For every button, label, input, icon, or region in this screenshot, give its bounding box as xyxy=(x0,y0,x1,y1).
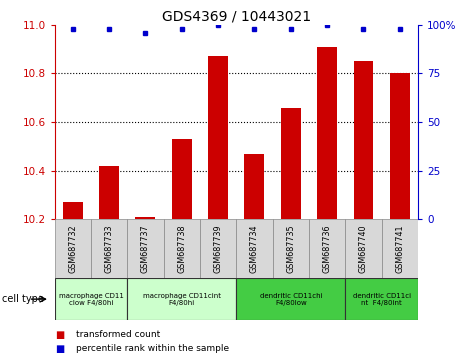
Text: percentile rank within the sample: percentile rank within the sample xyxy=(76,344,229,353)
Bar xyxy=(127,219,163,278)
Bar xyxy=(273,219,309,278)
Text: cell type: cell type xyxy=(2,294,44,304)
Bar xyxy=(55,278,127,320)
Bar xyxy=(281,108,301,219)
Bar xyxy=(353,61,373,219)
Text: dendritic CD11chi
F4/80low: dendritic CD11chi F4/80low xyxy=(259,293,322,306)
Bar xyxy=(135,217,155,219)
Text: GSM687737: GSM687737 xyxy=(141,224,150,273)
Title: GDS4369 / 10443021: GDS4369 / 10443021 xyxy=(162,10,311,24)
Bar xyxy=(237,278,345,320)
Text: ■: ■ xyxy=(55,330,64,339)
Text: dendritic CD11ci
nt  F4/80int: dendritic CD11ci nt F4/80int xyxy=(352,293,411,306)
Bar xyxy=(163,219,200,278)
Text: GSM687736: GSM687736 xyxy=(323,224,332,273)
Bar xyxy=(345,278,418,320)
Bar xyxy=(208,56,228,219)
Bar xyxy=(172,139,192,219)
Bar xyxy=(237,219,273,278)
Bar xyxy=(99,166,119,219)
Text: GSM687733: GSM687733 xyxy=(104,224,114,273)
Text: GSM687735: GSM687735 xyxy=(286,224,295,273)
Bar xyxy=(63,202,83,219)
Text: macrophage CD11
clow F4/80hi: macrophage CD11 clow F4/80hi xyxy=(58,293,124,306)
Text: GSM687734: GSM687734 xyxy=(250,224,259,273)
Text: GSM687738: GSM687738 xyxy=(177,224,186,273)
Bar xyxy=(127,278,237,320)
Text: GSM687741: GSM687741 xyxy=(395,224,404,273)
Bar xyxy=(317,47,337,219)
Bar xyxy=(381,219,418,278)
Text: GSM687740: GSM687740 xyxy=(359,224,368,273)
Bar xyxy=(345,219,381,278)
Text: GSM687732: GSM687732 xyxy=(68,224,77,273)
Bar xyxy=(91,219,127,278)
Bar xyxy=(245,154,265,219)
Bar xyxy=(55,219,91,278)
Text: ■: ■ xyxy=(55,344,64,354)
Bar xyxy=(200,219,237,278)
Text: macrophage CD11cint
F4/80hi: macrophage CD11cint F4/80hi xyxy=(143,293,221,306)
Text: transformed count: transformed count xyxy=(76,330,160,339)
Bar xyxy=(390,73,410,219)
Bar xyxy=(309,219,345,278)
Text: GSM687739: GSM687739 xyxy=(214,224,223,273)
